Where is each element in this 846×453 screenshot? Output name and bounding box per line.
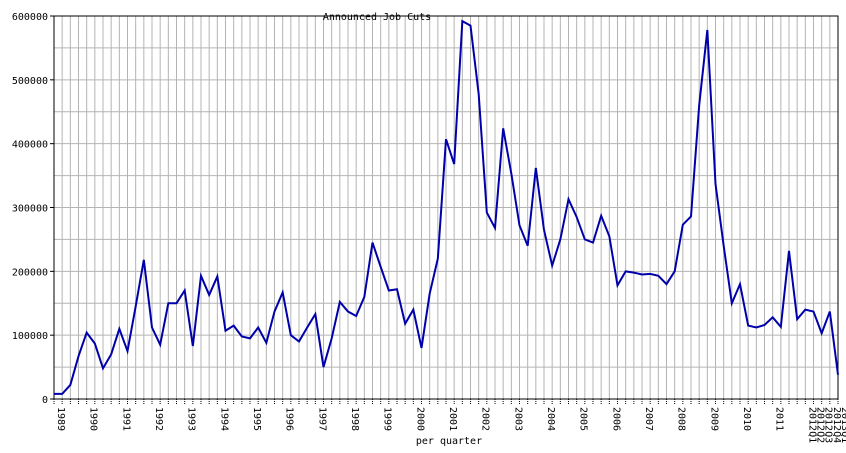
- x-tick-label: 2004: [545, 407, 556, 431]
- x-tick-label: 2005: [578, 407, 589, 431]
- x-tick-label: 2000: [414, 407, 425, 431]
- x-tick-label: 1998: [349, 407, 360, 431]
- x-tick-label: 2007: [643, 407, 654, 431]
- x-tick-label: 1994: [218, 407, 229, 431]
- x-tick-label: 1997: [316, 407, 327, 431]
- x-tick-label: 2003: [512, 407, 523, 431]
- x-tick-label: 2012Q3: [823, 407, 834, 443]
- x-tick-label: 2012Q4: [831, 407, 842, 443]
- x-tick-label: 1999: [382, 407, 393, 431]
- x-tick-label: 1996: [284, 407, 295, 431]
- x-tick-label: 1993: [186, 407, 197, 431]
- grid-lines: [53, 16, 839, 399]
- y-tick-label: 200000: [12, 267, 48, 278]
- x-axis-title: per quarter: [416, 436, 482, 447]
- x-tick-label: 2001: [447, 407, 458, 431]
- x-tick-label: 1991: [120, 407, 131, 431]
- y-axis: 0 100000 200000 300000 400000 500000 600000: [12, 12, 54, 406]
- y-tick-label: 0: [42, 395, 48, 406]
- x-axis: 1989 1990 1991 1992 1993 1994 1995 1996 1997 1998…: [53, 399, 846, 443]
- x-tick-label: 2013Q1: [839, 407, 846, 443]
- x-tick-label: 2008: [676, 407, 687, 431]
- x-tick-label: 2002: [480, 407, 491, 431]
- y-tick-label: 500000: [12, 76, 48, 87]
- x-tick-label: 1992: [153, 407, 164, 431]
- y-tick-label: 400000: [12, 140, 48, 151]
- x-tick-label: 2009: [708, 407, 719, 431]
- chart-title: Announced Job Cuts: [323, 12, 431, 23]
- x-tick-label: 1990: [88, 407, 99, 431]
- x-tick-label: 2006: [610, 407, 621, 431]
- series-line-job-cuts: [54, 19, 839, 395]
- x-tick-label: 2012Q2: [815, 407, 826, 443]
- x-tick-label: 1995: [251, 407, 262, 431]
- y-tick-label: 300000: [12, 204, 48, 215]
- y-tick-label: 100000: [12, 331, 48, 342]
- x-tick-label: 2012Q1: [806, 407, 817, 443]
- y-tick-label: 600000: [12, 12, 48, 23]
- x-tick-label: 2011: [774, 407, 785, 431]
- x-tick-label: 1989: [55, 407, 66, 431]
- x-tick-label: 2010: [741, 407, 752, 431]
